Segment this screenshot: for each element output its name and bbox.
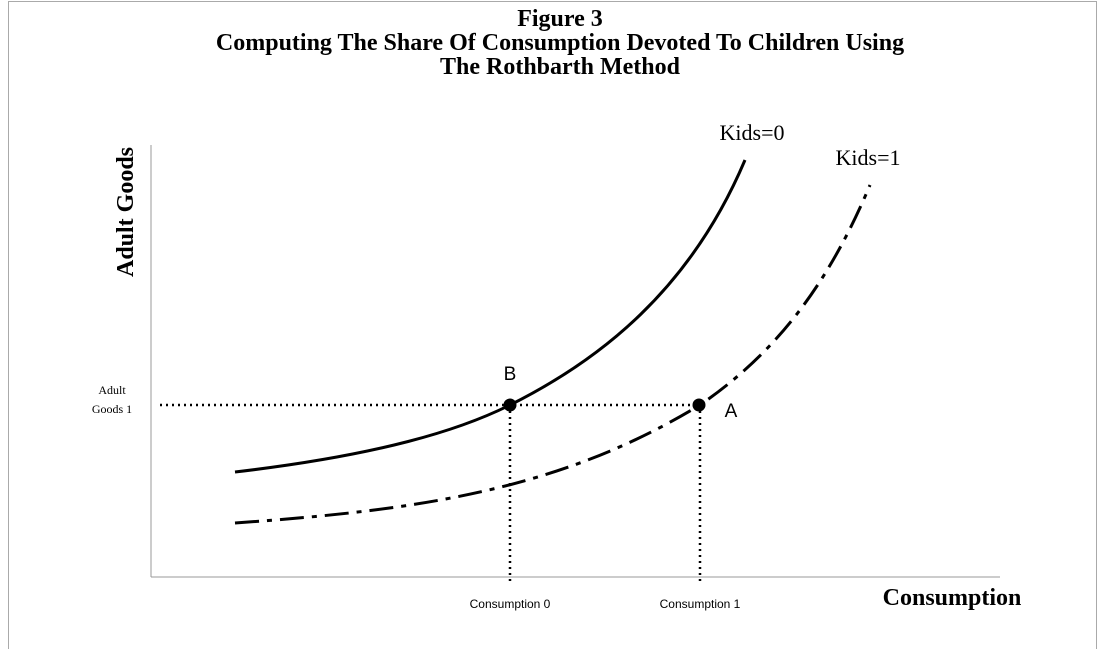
point [692,398,706,412]
curve-kids-1 [234,184,872,525]
frame [8,1,1097,649]
y-marker-label: Adult [98,383,126,397]
curve-label: Kids=0 [720,120,785,145]
x-marker-label: Consumption 0 [470,597,551,611]
y-axis-label: Adult Goods [113,147,139,277]
title-line: Figure 3 [517,6,603,32]
curve-kids-0 [234,159,747,474]
x-marker-label: Consumption 1 [660,597,741,611]
point-label: B [504,364,517,385]
curve-label: Kids=1 [836,145,901,170]
point [503,398,517,412]
x-axis-label: Consumption [883,585,1022,611]
y-marker-label: Goods 1 [92,402,132,416]
point-label: A [725,401,738,422]
title-line: The Rothbarth Method [440,54,681,80]
title-line: Computing The Share Of Consumption Devot… [216,30,904,56]
